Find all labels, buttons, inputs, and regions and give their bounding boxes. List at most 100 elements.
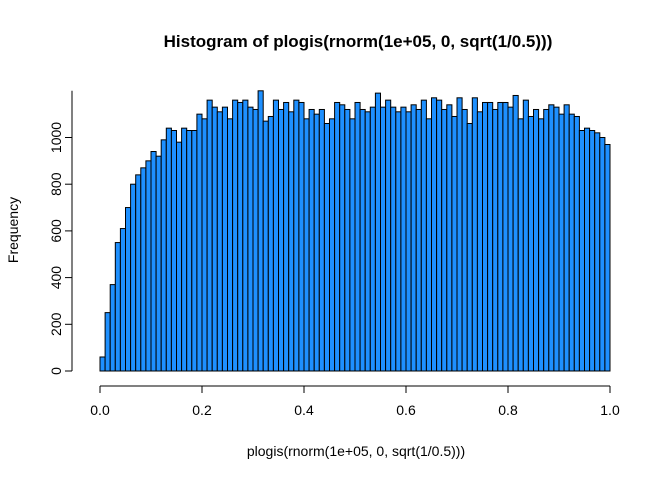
histogram-bar bbox=[114, 242, 121, 372]
histogram-bar bbox=[425, 118, 432, 372]
histogram-bar bbox=[492, 108, 499, 372]
histogram-bar bbox=[109, 284, 116, 372]
histogram-bar bbox=[538, 118, 545, 372]
histogram-bar bbox=[119, 228, 127, 372]
histogram-bar bbox=[522, 99, 529, 372]
histogram-bar bbox=[278, 108, 285, 372]
histogram-bar bbox=[441, 108, 448, 372]
histogram-bar bbox=[221, 106, 228, 372]
histogram-bar bbox=[604, 144, 611, 372]
histogram-bar bbox=[431, 97, 438, 372]
bars-group bbox=[99, 90, 611, 372]
histogram-bar bbox=[359, 108, 366, 372]
histogram-bar bbox=[502, 101, 509, 372]
histogram-bar bbox=[349, 118, 356, 372]
histogram-bar bbox=[451, 115, 458, 372]
histogram-bar bbox=[482, 101, 489, 372]
histogram-bar bbox=[533, 108, 540, 372]
histogram-bar bbox=[517, 118, 524, 372]
y-tick-label: 400 bbox=[48, 266, 64, 290]
histogram-bar bbox=[130, 183, 137, 372]
histogram-bar bbox=[344, 108, 351, 372]
histogram-bar bbox=[247, 106, 254, 372]
histogram-bar bbox=[563, 104, 570, 372]
histogram-bar bbox=[176, 141, 183, 372]
histogram-bar bbox=[390, 106, 397, 372]
histogram-bar bbox=[318, 108, 325, 372]
histogram-bar bbox=[206, 99, 213, 372]
histogram-bar bbox=[354, 101, 361, 372]
histogram-bar bbox=[104, 312, 111, 372]
x-tick-label: 0.8 bbox=[498, 402, 518, 418]
histogram-bar bbox=[135, 174, 142, 372]
histogram-bar bbox=[527, 115, 535, 372]
histogram-bar bbox=[599, 137, 606, 372]
histogram-bar bbox=[405, 111, 412, 372]
histogram-bar bbox=[242, 99, 249, 372]
histogram-bar bbox=[252, 108, 259, 372]
histogram-bar bbox=[329, 118, 336, 372]
y-tick-label: 0 bbox=[48, 367, 64, 375]
histogram-bar bbox=[201, 118, 208, 372]
histogram-bar bbox=[415, 108, 422, 372]
histogram-bar bbox=[323, 122, 330, 372]
histogram-bar bbox=[272, 99, 279, 372]
x-axis-label: plogis(rnorm(1e+05, 0, sqrt(1/0.5))) bbox=[247, 443, 465, 459]
y-tick-label: 1000 bbox=[48, 122, 64, 153]
histogram-bar bbox=[420, 99, 427, 372]
histogram-bar bbox=[507, 106, 514, 372]
y-axis: 0 200 400 600 800 1000 bbox=[48, 90, 73, 375]
histogram-bar bbox=[170, 130, 177, 372]
histogram-bar bbox=[395, 111, 402, 372]
histogram-bar bbox=[339, 104, 346, 372]
chart-title: Histogram of plogis(rnorm(1e+05, 0, sqrt… bbox=[164, 32, 553, 51]
y-tick-label: 800 bbox=[48, 172, 64, 196]
y-axis-label: Frequency bbox=[5, 197, 21, 263]
histogram-bar bbox=[573, 115, 580, 372]
histogram-bar bbox=[385, 99, 392, 372]
histogram-bar bbox=[456, 97, 463, 372]
histogram-bar bbox=[155, 155, 162, 372]
x-tick-label: 0.6 bbox=[396, 402, 416, 418]
histogram-bar bbox=[584, 127, 591, 372]
y-tick-label: 600 bbox=[48, 219, 64, 243]
histogram-bar bbox=[558, 113, 565, 372]
histogram-bar bbox=[578, 130, 586, 372]
x-tick-label: 0.4 bbox=[294, 402, 314, 418]
histogram-bar bbox=[99, 356, 106, 372]
histogram-bar bbox=[512, 94, 519, 372]
histogram-bar bbox=[364, 111, 371, 372]
histogram-bar bbox=[553, 106, 560, 372]
histogram-bar bbox=[267, 115, 274, 372]
histogram-bar bbox=[487, 101, 494, 372]
histogram-bar bbox=[400, 106, 407, 372]
y-tick-label: 200 bbox=[48, 312, 64, 336]
histogram-bar bbox=[369, 106, 376, 372]
histogram-bar bbox=[476, 111, 483, 372]
histogram-bar bbox=[288, 111, 295, 372]
histogram-bar bbox=[568, 113, 575, 372]
histogram-bar bbox=[186, 130, 193, 372]
histogram-bar bbox=[548, 104, 555, 372]
histogram-bar bbox=[410, 104, 417, 372]
histogram-bar bbox=[191, 130, 198, 372]
histogram-bar bbox=[293, 99, 300, 372]
x-axis: 0.0 0.2 0.4 0.6 0.8 1.0 bbox=[90, 385, 620, 418]
histogram-bar bbox=[140, 167, 147, 372]
histogram-bar bbox=[196, 113, 203, 372]
histogram-bar bbox=[334, 101, 341, 372]
histogram-bar bbox=[308, 108, 315, 372]
histogram-bar bbox=[461, 108, 468, 372]
histogram-bar bbox=[150, 151, 157, 372]
histogram-bar bbox=[160, 139, 167, 372]
histogram-bar bbox=[298, 101, 305, 372]
histogram-bar bbox=[446, 104, 453, 372]
histogram-bar bbox=[594, 132, 601, 372]
histogram-bar bbox=[589, 130, 596, 372]
histogram-bar bbox=[466, 122, 473, 372]
x-tick-label: 0.0 bbox=[90, 402, 110, 418]
histogram-bar bbox=[471, 97, 478, 372]
x-tick-label: 1.0 bbox=[600, 402, 620, 418]
histogram-bar bbox=[125, 207, 132, 372]
